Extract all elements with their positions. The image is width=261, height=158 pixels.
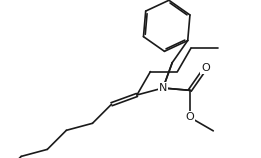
Text: N: N [159, 83, 167, 93]
Text: O: O [201, 63, 210, 73]
Text: O: O [186, 112, 194, 122]
